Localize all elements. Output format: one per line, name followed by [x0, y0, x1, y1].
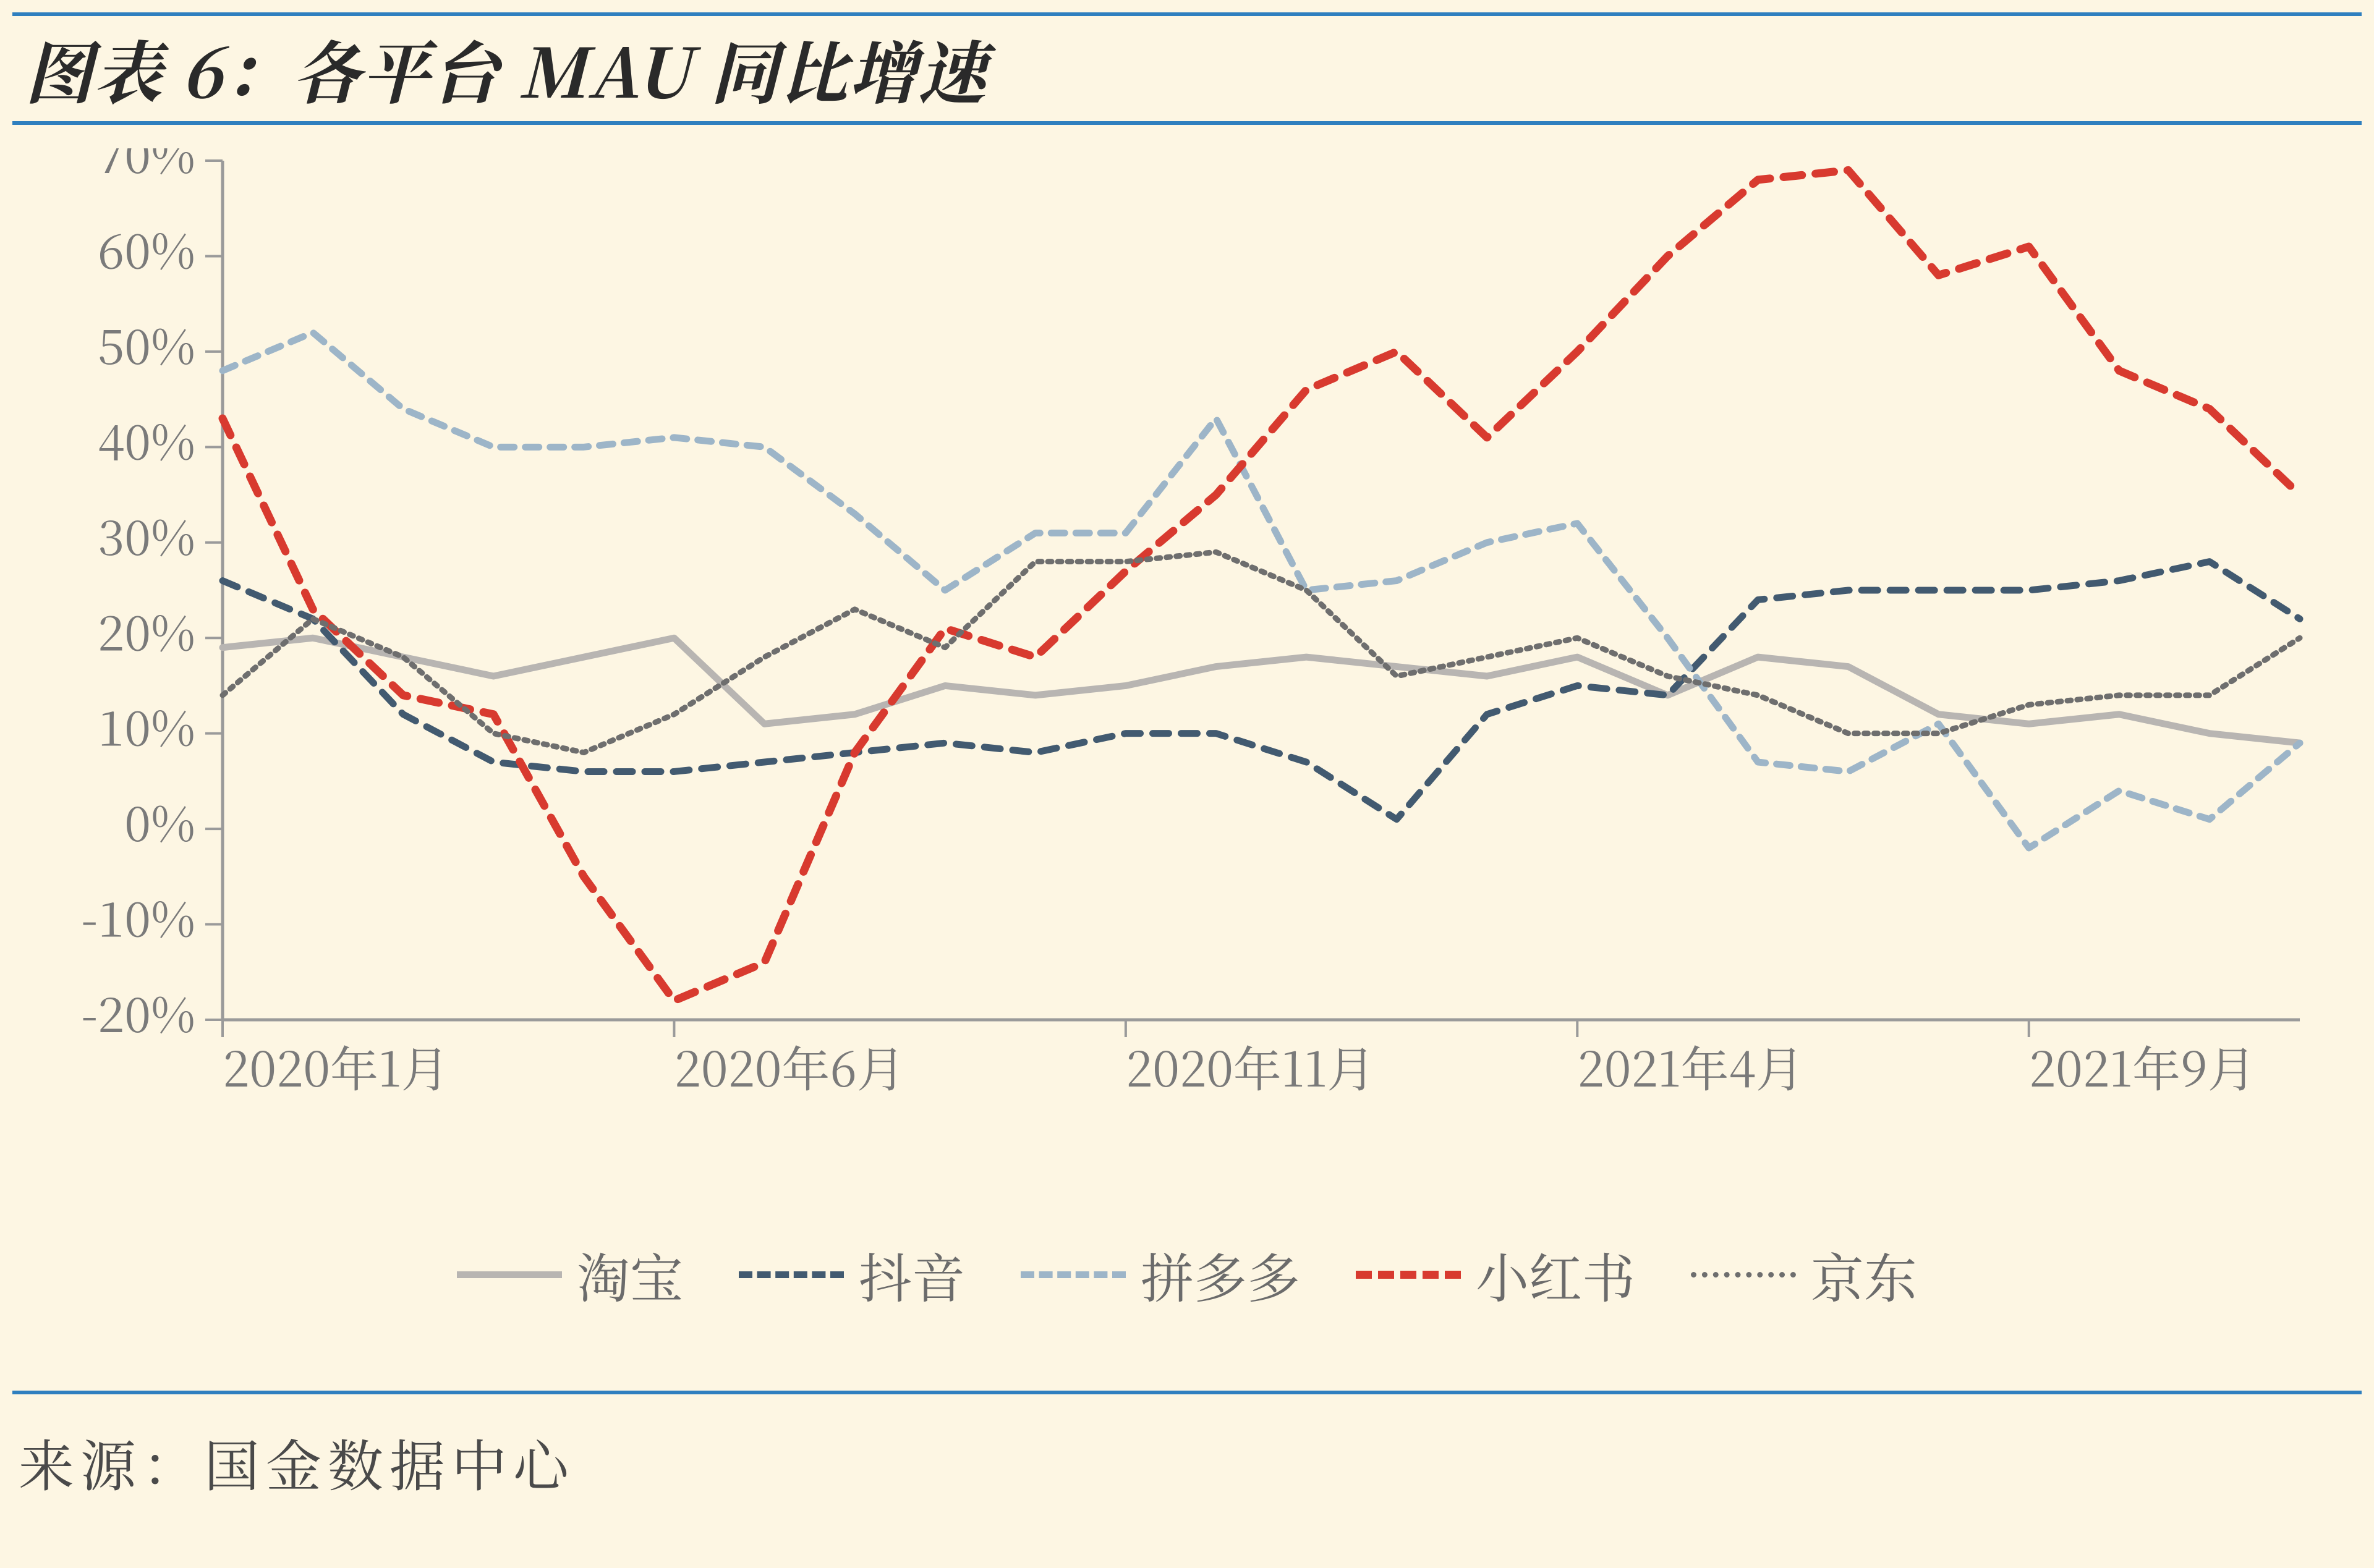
legend-swatch-xiaohongshu: [1356, 1271, 1461, 1279]
legend-swatch-douyin: [739, 1271, 844, 1278]
y-tick-label: 60%: [98, 213, 195, 282]
legend-item-douyin: 抖音: [739, 1236, 965, 1313]
y-tick-label: 30%: [98, 500, 195, 569]
legend-label-pinduoduo: 拼多多: [1141, 1236, 1300, 1313]
chart-title: 图表 6：各平台 MAU 同比增速: [12, 20, 987, 117]
x-tick-label: 2020年11月: [1126, 1032, 1375, 1101]
legend-swatch-taobao: [457, 1271, 562, 1278]
legend-swatch-jingdong: [1691, 1272, 1796, 1278]
legend-item-jingdong: 京东: [1691, 1236, 1917, 1313]
y-tick-label: 40%: [98, 404, 195, 473]
series-line-xiaohongshu: [223, 170, 2300, 1001]
legend-label-xiaohongshu: 小红书: [1476, 1236, 1635, 1313]
x-tick-label: 2021年4月: [1577, 1032, 1804, 1101]
legend-item-xiaohongshu: 小红书: [1356, 1236, 1635, 1313]
y-tick-label: 0%: [124, 786, 195, 855]
x-tick-label: 2020年6月: [674, 1032, 904, 1101]
y-tick-label: 70%: [98, 148, 195, 187]
y-tick-label: 50%: [98, 309, 195, 378]
y-tick-label: 10%: [98, 691, 195, 760]
legend-item-pinduoduo: 拼多多: [1021, 1236, 1300, 1313]
y-tick-label: -10%: [81, 882, 195, 951]
legend-item-taobao: 淘宝: [457, 1236, 683, 1313]
plot-area: -20% -10% 0% 10% 20% 30% 40% 50% 60% 70% 2020年1月 20…: [49, 148, 2325, 1112]
legend-swatch-pinduoduo: [1021, 1271, 1126, 1278]
footer-rule: [12, 1391, 2362, 1394]
series-line-douyin: [223, 562, 2300, 820]
title-bar: 图表 6：各平台 MAU 同比增速: [12, 12, 2362, 125]
legend: 淘宝 抖音 拼多多 小红书 京东: [185, 1236, 2189, 1313]
x-tick-label: 2021年9月: [2029, 1032, 2256, 1101]
y-tick-label: 20%: [98, 595, 195, 664]
y-tick-label: -20%: [81, 977, 195, 1046]
legend-label-taobao: 淘宝: [577, 1236, 683, 1313]
chart-svg: -20% -10% 0% 10% 20% 30% 40% 50% 60% 70% 2020年1月 20…: [49, 148, 2325, 1112]
source-label: 来源：国金数据中心: [19, 1422, 575, 1502]
legend-label-jingdong: 京东: [1811, 1236, 1917, 1313]
series-line-taobao: [223, 638, 2300, 743]
figure-container: 图表 6：各平台 MAU 同比增速 -20% -10% 0% 10% 20% 30% 40%…: [0, 0, 2374, 1568]
legend-label-douyin: 抖音: [859, 1236, 965, 1313]
x-tick-label: 2020年1月: [223, 1032, 449, 1101]
